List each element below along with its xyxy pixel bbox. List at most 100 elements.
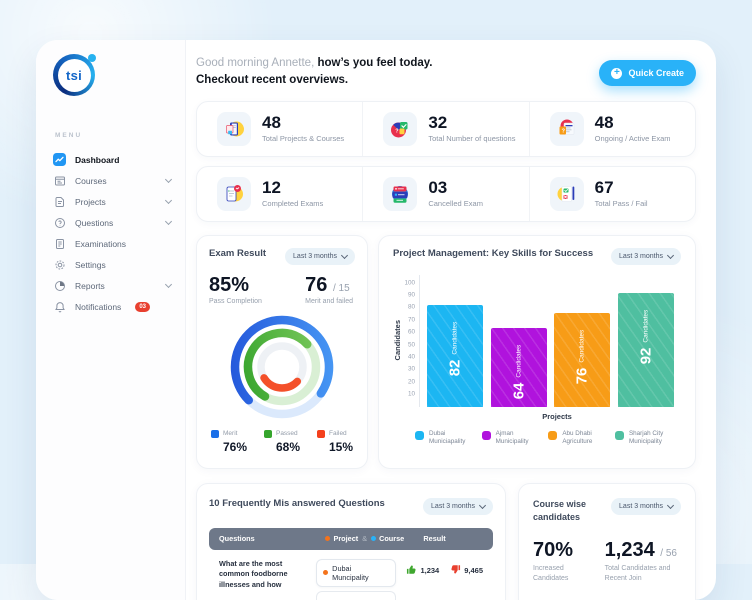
stat-label: Total Projects & Courses xyxy=(262,134,344,143)
chevron-down-icon xyxy=(667,501,674,508)
increased-candidates-value: 70% xyxy=(533,540,583,560)
quick-create-button[interactable]: + Quick Create xyxy=(599,60,696,86)
stat-label: Ongoing / Active Exam xyxy=(595,134,671,143)
column-result: Result xyxy=(423,534,483,543)
stat-label: Cancelled Exam xyxy=(428,199,483,208)
filter-label: Last 3 months xyxy=(619,253,663,260)
sidebar-item-label: Notifications xyxy=(75,302,121,312)
stat-text: 48 Ongoing / Active Exam xyxy=(595,114,671,144)
pass-completion-label: Pass Completion xyxy=(209,298,262,305)
project-tag[interactable]: Dubai Muncipality xyxy=(316,559,396,587)
stat-text: 32 Total Number of questions xyxy=(428,114,515,144)
legend-swatch xyxy=(615,431,624,440)
tag-column: Dubai Muncipality xyxy=(316,559,406,600)
stat-value: 32 xyxy=(428,114,515,132)
legend-value: 68% xyxy=(276,440,300,454)
question-text: What are the most common foodborne illne… xyxy=(219,559,316,591)
exam-legend-top: Failed xyxy=(317,430,353,438)
sidebar-menu: Dashboard Courses Projects Questions Examina… xyxy=(53,149,185,317)
result-column: 1,234 9,465 xyxy=(406,559,483,577)
sidebar-item-courses[interactable]: Courses xyxy=(53,170,185,191)
questions-card-title: 10 Frequently Mis answered Questions xyxy=(209,498,385,509)
sidebar-item-settings[interactable]: Settings xyxy=(53,254,185,275)
logo[interactable]: tsi xyxy=(53,54,95,96)
legend-name: Ajman Municipality xyxy=(496,430,544,448)
stat-label: Total Number of questions xyxy=(428,134,515,143)
y-tick: 40 xyxy=(408,353,415,360)
charts-row: Exam Result Last 3 months 85% Pass Compl… xyxy=(196,235,696,469)
course-wise-filter-dropdown[interactable]: Last 3 months xyxy=(611,498,681,515)
questions-filter-dropdown[interactable]: Last 3 months xyxy=(423,498,493,515)
legend-name: Abu Dhabi Agriculture xyxy=(562,430,610,448)
result-up: 1,234 xyxy=(406,564,439,577)
down-count: 9,465 xyxy=(464,566,483,575)
project-legend-item: Ajman Municipality xyxy=(482,430,544,448)
page-header: Good morning Annette, how’s you feel tod… xyxy=(196,55,696,90)
notifications-icon xyxy=(53,300,66,313)
table-row[interactable]: What are the most common foodborne illne… xyxy=(209,550,493,600)
up-count: 1,234 xyxy=(420,566,439,575)
sidebar-item-projects[interactable]: Projects xyxy=(53,191,185,212)
sidebar-item-dashboard[interactable]: Dashboard xyxy=(53,149,185,170)
project-chart-filter-dropdown[interactable]: Last 3 months xyxy=(611,248,681,265)
filter-label: Last 3 months xyxy=(293,253,337,260)
y-tick: 80 xyxy=(408,304,415,311)
chevron-down-icon xyxy=(165,218,172,225)
chevron-down-icon xyxy=(479,501,486,508)
bar-label: 92 Candidates xyxy=(637,309,654,364)
projects-courses-icon xyxy=(217,112,251,146)
sidebar-item-examinations[interactable]: Examinations xyxy=(53,233,185,254)
exam-result-filter-dropdown[interactable]: Last 3 months xyxy=(285,248,355,265)
y-tick: 50 xyxy=(408,341,415,348)
sidebar-item-questions[interactable]: Questions xyxy=(53,212,185,233)
active-exam-icon: ? xyxy=(550,112,584,146)
courses-icon xyxy=(53,174,66,187)
sidebar-item-label: Examinations xyxy=(75,239,126,249)
project-legend-item: Abu Dhabi Agriculture xyxy=(548,430,610,448)
sidebar-item-label: Reports xyxy=(75,281,105,291)
bottom-row: 10 Frequently Mis answered Questions Las… xyxy=(196,483,696,600)
stat-value: 48 xyxy=(595,114,671,132)
result-down: 9,465 xyxy=(450,564,483,577)
greeting-muted: Good morning Annette, xyxy=(196,57,314,69)
course-wise-stats: 70% Increased Candidates 1,234 / 56 Tota… xyxy=(533,540,681,584)
settings-icon xyxy=(53,258,66,271)
table-header: Questions Project & Course Result xyxy=(209,528,493,550)
x-axis-label: Projects xyxy=(433,412,681,421)
increased-candidates-label: Increased Candidates xyxy=(533,564,583,584)
filter-label: Last 3 months xyxy=(431,503,475,510)
total-candidates-label: Total Candidates and Recent Join xyxy=(605,564,681,584)
project-chart-title: Project Management: Key Skills for Succe… xyxy=(393,248,593,259)
y-axis-label: Candidates xyxy=(393,320,402,360)
sidebar-item-label: Courses xyxy=(75,176,107,186)
cancelled-exam-icon xyxy=(383,177,417,211)
bar-unit: Candidates xyxy=(642,309,649,342)
exam-legend-top: Passed xyxy=(264,430,300,438)
quick-create-label: Quick Create xyxy=(628,68,684,78)
legend-swatch xyxy=(548,431,557,440)
y-tick: 70 xyxy=(408,316,415,323)
sidebar-item-reports[interactable]: Reports xyxy=(53,275,185,296)
questions-icon xyxy=(53,216,66,229)
y-tick: 90 xyxy=(408,292,415,299)
sidebar-item-label: Dashboard xyxy=(75,155,119,165)
stat-item: ? 48 Ongoing / Active Exam xyxy=(529,102,695,156)
bar-value: 92 xyxy=(637,347,654,364)
main-content: Good morning Annette, how’s you feel tod… xyxy=(186,40,716,600)
total-candidates-value: 1,234 xyxy=(605,539,655,561)
sidebar-item-label: Questions xyxy=(75,218,113,228)
questions-stat-icon: ? xyxy=(383,112,417,146)
